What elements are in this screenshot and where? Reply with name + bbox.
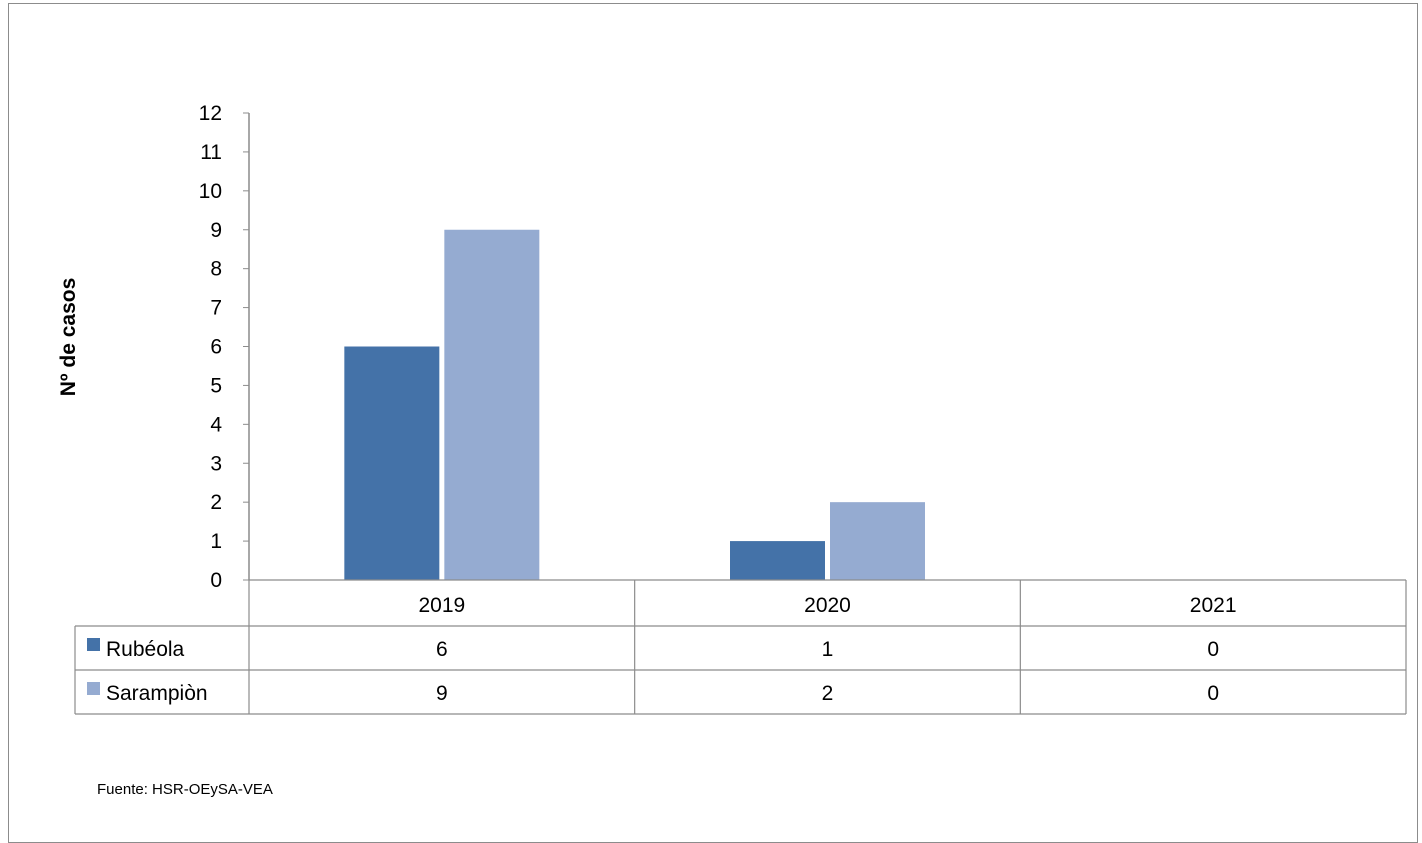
y-tick-label: 0 [210,569,222,592]
x-tick-label: 2021 [1190,594,1237,617]
source-note: Fuente: HSR-OEySA-VEA [97,781,273,798]
y-tick-label: 1 [210,530,222,553]
y-tick-label: 8 [210,258,222,281]
bar-sarampiòn-2019 [444,229,540,580]
x-tick-label: 2020 [804,594,851,617]
y-tick-label: 7 [210,297,222,320]
y-tick-label: 11 [200,141,222,164]
data-label: 1 [822,638,834,661]
bar-sarampiòn-2020 [830,502,925,580]
legend-key-sarampiòn [87,682,100,695]
y-tick-label: 9 [210,219,222,242]
data-label: 2 [822,682,834,705]
legend-label: Sarampiòn [106,682,208,705]
bars [344,229,925,580]
legend-key-rubéola [87,638,100,651]
data-label: 0 [1207,638,1219,661]
y-tick-label: 10 [199,180,222,203]
y-tick-label: 2 [210,491,222,514]
data-label: 6 [436,638,448,661]
data-table: 2019 2020 2021 Rubéola 6 1 0 Sarampiòn 9 2 0 [74,579,1407,715]
y-tick-label: 3 [210,452,222,475]
x-tick-label: 2019 [418,594,465,617]
y-tick-label: 5 [210,374,222,397]
y-axis-label: Nº de casos [57,278,80,397]
y-tick-label: 6 [210,336,222,359]
bar-rubéola-2019 [344,346,440,580]
y-tick-label: 4 [210,413,222,436]
data-label: 9 [436,682,448,705]
legend-label: Rubéola [106,638,185,661]
y-tick-label: 12 [199,102,222,125]
bar-rubéola-2020 [730,541,825,580]
data-label: 0 [1207,682,1219,705]
